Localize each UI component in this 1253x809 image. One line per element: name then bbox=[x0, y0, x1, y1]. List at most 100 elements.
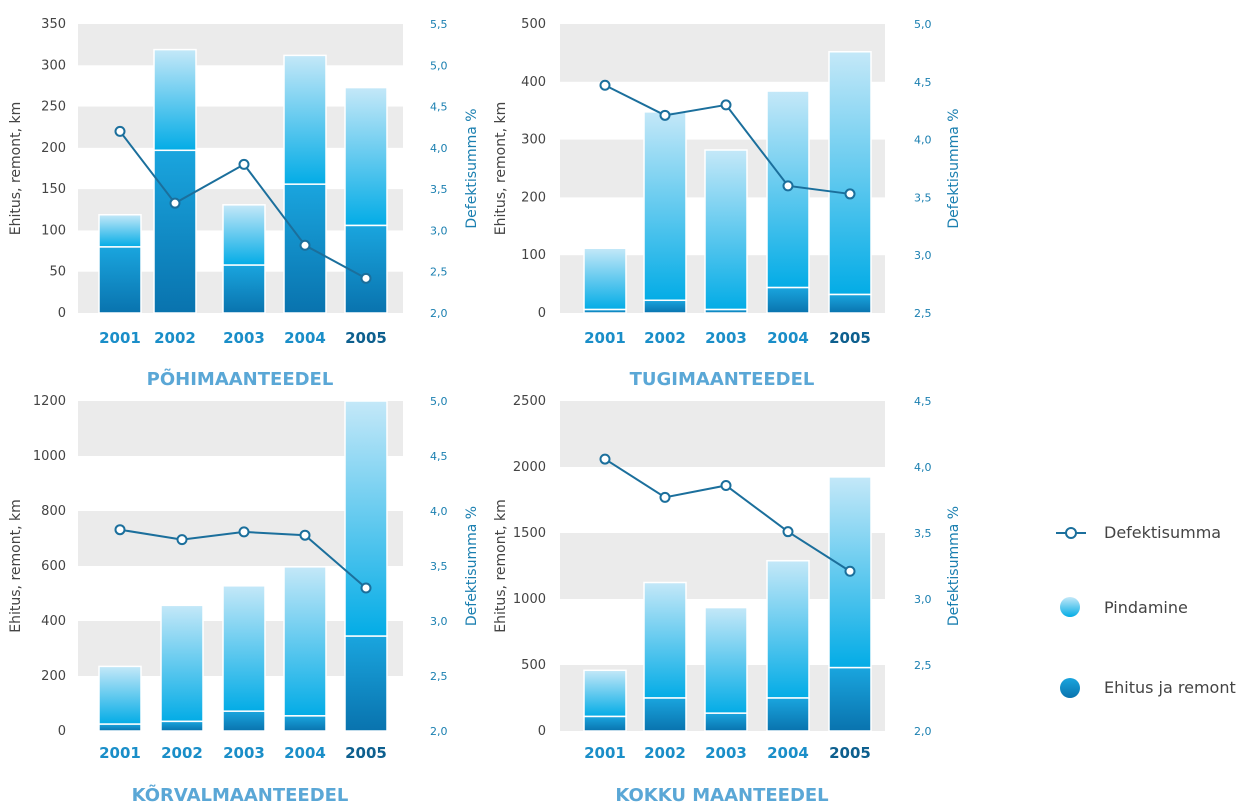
y2-tick-label: 5,0 bbox=[430, 395, 448, 408]
y-tick-label: 1000 bbox=[33, 449, 66, 464]
defektisumma-point bbox=[114, 524, 126, 536]
x-tick-label: 2005 bbox=[345, 329, 387, 347]
x-tick-label: 2003 bbox=[705, 329, 747, 347]
y-tick-label: 400 bbox=[41, 614, 66, 629]
legend-label-pindamine: Pindamine bbox=[1104, 598, 1188, 617]
bar-pindamine bbox=[283, 566, 327, 717]
chart-panel-2: 0 100 200 300 400 500 2,5 3,0 3,5 4,0 4,5 5,0 Ehitus… bbox=[493, 17, 962, 390]
bar-pindamine bbox=[583, 669, 627, 718]
x-tick-label: 2001 bbox=[99, 744, 141, 762]
y2-tick-label: 2,5 bbox=[430, 266, 448, 279]
x-tick-label: 2004 bbox=[767, 744, 809, 762]
y-tick-label: 300 bbox=[521, 133, 546, 148]
defektisumma-point bbox=[599, 453, 611, 465]
bar-ehitus-ja-remont bbox=[704, 308, 748, 314]
grid-band bbox=[78, 24, 403, 66]
legend-label-defektisumma: Defektisumma bbox=[1104, 523, 1221, 542]
y-tick-label: 600 bbox=[41, 559, 66, 574]
x-tick-label: 2005 bbox=[345, 744, 387, 762]
bar-ehitus-ja-remont bbox=[828, 666, 872, 732]
defektisumma-point bbox=[114, 125, 126, 137]
y-tick-label: 200 bbox=[41, 669, 66, 684]
y2-tick-label: 3,0 bbox=[914, 249, 932, 262]
y2-tick-label: 3,0 bbox=[430, 224, 448, 237]
y-tick-label: 350 bbox=[41, 17, 66, 32]
bar-pindamine bbox=[153, 48, 197, 152]
chart-title: KÕRVALMAANTEEDEL bbox=[132, 783, 349, 805]
bar-ehitus-ja-remont bbox=[643, 299, 687, 314]
y2-tick-label: 4,5 bbox=[914, 76, 932, 89]
bar-ehitus-ja-remont bbox=[583, 715, 627, 732]
bar-pindamine bbox=[766, 559, 810, 699]
legend-marker-icon bbox=[1065, 527, 1077, 539]
y2-axis-label: Defektisumma % bbox=[464, 108, 480, 228]
legend-label-ehitus: Ehitus ja remont bbox=[1104, 678, 1236, 697]
y-tick-label: 200 bbox=[41, 141, 66, 156]
y-tick-label: 500 bbox=[521, 17, 546, 32]
y2-tick-label: 3,0 bbox=[914, 593, 932, 606]
y-tick-label: 0 bbox=[58, 306, 66, 321]
bar-pindamine bbox=[344, 400, 388, 637]
bar-pindamine bbox=[828, 50, 872, 296]
chart-panel-1: 0 50 100 150 200 250 300 350 2,0 2,5 3,0 3,5 4,0 4,5 5… bbox=[8, 17, 480, 390]
bar-pindamine bbox=[160, 604, 204, 723]
y2-tick-label: 3,5 bbox=[914, 191, 932, 204]
bar-pindamine bbox=[98, 665, 142, 725]
y2-tick-label: 2,5 bbox=[430, 670, 448, 683]
y-tick-label: 500 bbox=[521, 658, 546, 673]
defektisumma-point bbox=[360, 272, 372, 284]
y2-tick-label: 4,0 bbox=[430, 505, 448, 518]
bar-ehitus-ja-remont bbox=[222, 264, 266, 314]
defektisumma-point bbox=[299, 239, 311, 251]
y2-tick-label: 4,0 bbox=[430, 142, 448, 155]
chart-title: PÕHIMAANTEEDEL bbox=[147, 367, 334, 390]
y-tick-label: 2000 bbox=[513, 460, 546, 475]
y-tick-label: 800 bbox=[41, 504, 66, 519]
y-tick-label: 0 bbox=[58, 724, 66, 739]
defektisumma-point bbox=[360, 582, 372, 594]
bar-pindamine bbox=[222, 585, 266, 712]
x-tick-label: 2002 bbox=[644, 744, 686, 762]
y-axis-label: Ehitus, remont, km bbox=[8, 102, 24, 235]
defektisumma-point bbox=[782, 180, 794, 192]
y2-tick-label: 5,0 bbox=[914, 18, 932, 31]
grid-band bbox=[560, 401, 885, 467]
x-tick-label: 2001 bbox=[99, 329, 141, 347]
y2-tick-label: 3,5 bbox=[430, 183, 448, 196]
x-tick-label: 2003 bbox=[223, 744, 265, 762]
y2-tick-label: 2,0 bbox=[430, 725, 448, 738]
y-tick-label: 150 bbox=[41, 182, 66, 197]
y2-tick-label: 2,5 bbox=[914, 307, 932, 320]
y2-axis-label: Defektisumma % bbox=[946, 506, 962, 626]
x-tick-label: 2004 bbox=[284, 329, 326, 347]
bar-pindamine bbox=[643, 581, 687, 699]
bar-pindamine bbox=[643, 111, 687, 302]
y2-axis-label: Defektisumma % bbox=[946, 108, 962, 228]
y-tick-label: 100 bbox=[521, 248, 546, 263]
chart-panel-4: 0 500 1000 1500 2000 2500 2,0 2,5 3,0 3,5 4,0 4,5 Eh… bbox=[493, 394, 962, 806]
y-axis-label: Ehitus, remont, km bbox=[493, 499, 509, 632]
defektisumma-point bbox=[169, 197, 181, 209]
y-tick-label: 400 bbox=[521, 75, 546, 90]
y-tick-label: 2500 bbox=[513, 394, 546, 409]
y-tick-label: 200 bbox=[521, 190, 546, 205]
bar-ehitus-ja-remont bbox=[283, 183, 327, 314]
defektisumma-point bbox=[844, 188, 856, 200]
chart-panel-3: 0 200 400 600 800 1000 1200 2,0 2,5 3,0 3,5 4,0 4,5 5… bbox=[8, 394, 480, 806]
bar-ehitus-ja-remont bbox=[153, 149, 197, 314]
y2-tick-label: 5,5 bbox=[430, 18, 448, 31]
x-tick-label: 2003 bbox=[705, 744, 747, 762]
y-axis-label: Ehitus, remont, km bbox=[8, 499, 24, 632]
chart-title: TUGIMAANTEEDEL bbox=[630, 369, 815, 390]
bar-pindamine bbox=[704, 606, 748, 714]
y2-tick-label: 3,5 bbox=[914, 527, 932, 540]
x-tick-label: 2005 bbox=[829, 329, 871, 347]
bar-ehitus-ja-remont bbox=[828, 293, 872, 314]
bar-ehitus-ja-remont bbox=[766, 286, 810, 314]
bar-pindamine bbox=[98, 213, 142, 248]
bar-ehitus-ja-remont bbox=[222, 710, 266, 732]
bar-pindamine bbox=[222, 204, 266, 266]
defektisumma-point bbox=[844, 565, 856, 577]
y2-tick-label: 2,0 bbox=[914, 725, 932, 738]
